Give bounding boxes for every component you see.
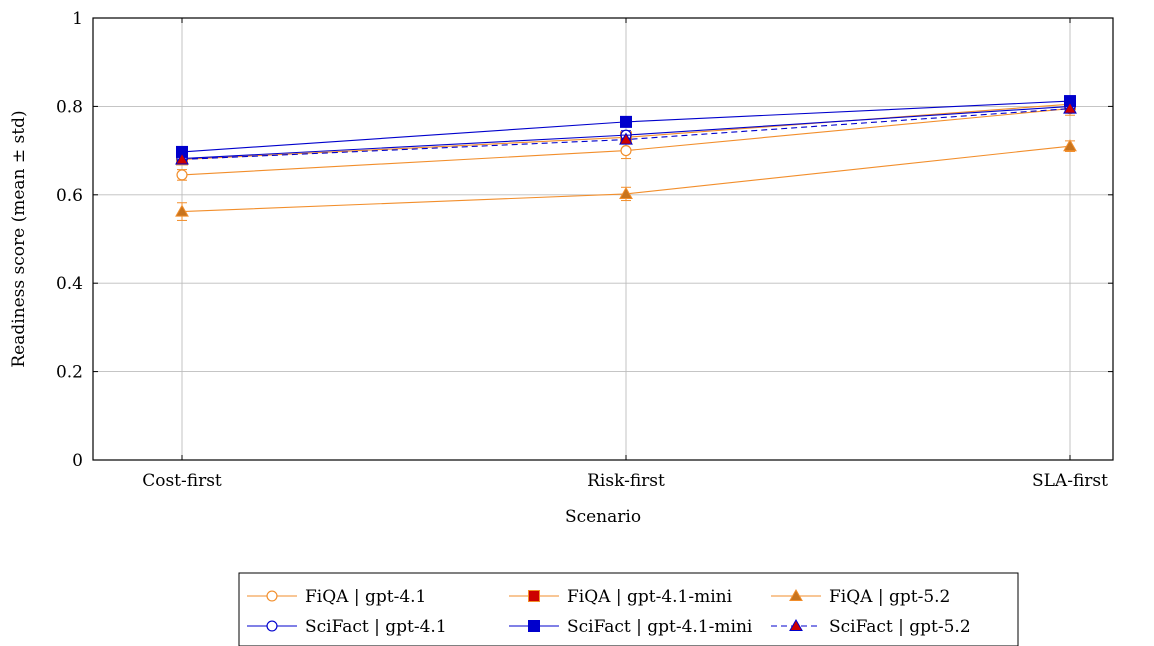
legend-box (238, 572, 1019, 646)
data-point (1063, 139, 1077, 152)
legend-marker (528, 620, 540, 632)
y-tick-label: 1 (72, 9, 83, 29)
data-point (1063, 101, 1077, 114)
legend-label: FiQA | gpt-4.1 (305, 587, 426, 607)
x-tick-label: Risk-first (587, 471, 665, 491)
legend-entry: FiQA | gpt-4.1 (247, 587, 426, 607)
y-axis-label: Readiness score (mean ± std) (9, 110, 29, 367)
plot-frame (92, 17, 1114, 461)
data-point (175, 204, 189, 217)
data-point (620, 145, 632, 157)
legend-entry: SciFact | gpt-4.1 (247, 617, 447, 637)
series-layer (175, 95, 1077, 221)
axis-ticks: 0 0.2 0.4 0.6 0.8 1 Cost-first Risk-first SLA-fi… (56, 9, 1113, 491)
legend: FiQA | gpt-4.1 FiQA | gpt-4.1-mini FiQA | … (238, 572, 1019, 646)
legend-label: SciFact | gpt-4.1 (305, 617, 447, 637)
legend-marker (789, 588, 803, 602)
data-point (175, 152, 189, 165)
legend-entry: SciFact | gpt-5.2 (771, 617, 971, 637)
legend-label: SciFact | gpt-4.1-mini (567, 617, 753, 637)
y-tick-label: 0.8 (56, 97, 83, 117)
y-tick-label: 0.6 (56, 186, 83, 206)
legend-marker (789, 618, 803, 632)
legend-entry: FiQA | gpt-4.1-mini (509, 587, 733, 607)
x-axis-label: Scenario (565, 507, 641, 527)
legend-entry: FiQA | gpt-5.2 (771, 587, 950, 607)
legend-entry: SciFact | gpt-4.1-mini (509, 617, 753, 637)
y-tick-label: 0.2 (56, 363, 83, 383)
x-tick-label: Cost-first (142, 471, 222, 491)
series-5 (175, 101, 1077, 165)
series-2 (175, 139, 1077, 221)
y-tick-label: 0 (72, 451, 83, 471)
legend-label: FiQA | gpt-4.1-mini (567, 587, 733, 607)
legend-marker (528, 590, 540, 602)
data-point (619, 186, 633, 199)
data-point (620, 115, 632, 128)
data-point (176, 169, 188, 181)
legend-marker (266, 620, 278, 632)
legend-label: SciFact | gpt-5.2 (829, 617, 971, 637)
data-point (619, 132, 633, 145)
legend-marker (266, 590, 278, 602)
grid-lines (93, 17, 1113, 461)
legend-label: FiQA | gpt-5.2 (829, 587, 950, 607)
x-tick-label: SLA-first (1032, 471, 1108, 491)
y-tick-label: 0.4 (56, 274, 83, 294)
